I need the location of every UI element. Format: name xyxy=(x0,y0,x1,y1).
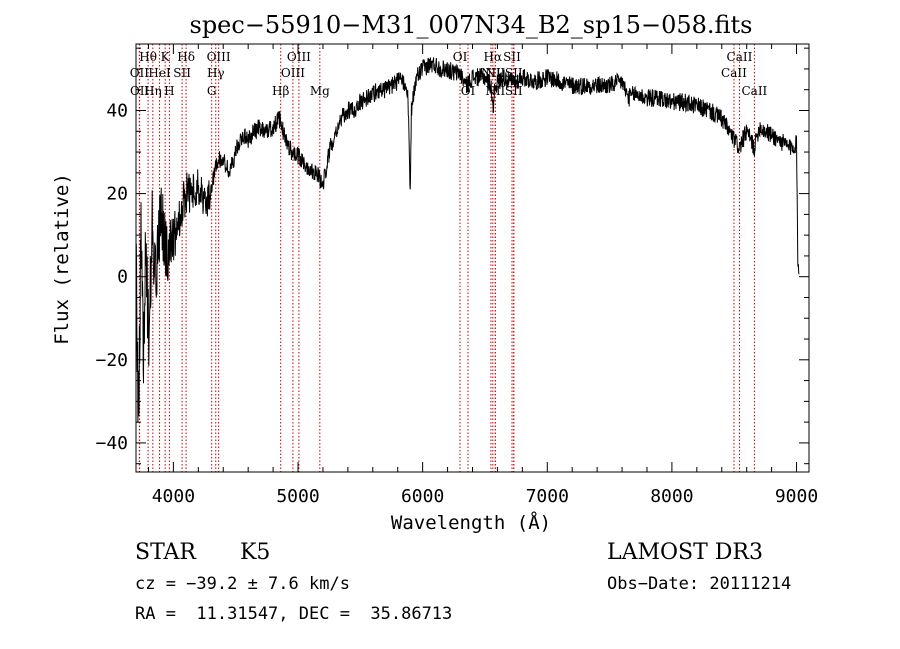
x-tick-label: 8000 xyxy=(650,486,693,507)
line-marker-label-6: Hα xyxy=(484,50,503,64)
line-marker-label-23: Mg xyxy=(310,84,330,98)
x-axis-label: Wavelength (Å) xyxy=(391,511,551,534)
line-marker-label-19: Hη xyxy=(144,84,162,98)
plot-frame xyxy=(135,43,810,473)
object-class: STAR xyxy=(135,540,196,565)
line-marker-label-11: SII xyxy=(173,66,191,80)
line-marker-label-5: OI xyxy=(453,50,468,64)
survey-name: LAMOST DR3 xyxy=(607,540,763,565)
x-tick-label: 7000 xyxy=(526,486,569,507)
redshift-value: cz = −39.2 ± 7.6 km/s xyxy=(135,574,350,594)
line-marker-label-0: Hθ xyxy=(139,50,157,64)
axis-tick-labels: 4000 5000 6000 7000 8000 9000 −40 −20 0 20 40 xyxy=(95,100,818,507)
x-tick-label: 5000 xyxy=(276,486,319,507)
line-marker-label-1: K xyxy=(161,50,171,64)
spectrum-series-line xyxy=(135,57,800,423)
line-marker-label-3: OIII xyxy=(207,50,231,64)
chart-title: spec−55910−M31_007N34_B2_sp15−058.fits xyxy=(190,11,753,39)
axis-ticks xyxy=(136,44,809,472)
line-marker-label-10: HeI xyxy=(148,66,171,80)
line-marker-label-22: Hβ xyxy=(272,84,289,98)
observation-date: Obs−Date: 20111214 xyxy=(607,574,792,594)
x-tick-label: 9000 xyxy=(775,486,818,507)
y-tick-label: 40 xyxy=(106,100,128,121)
line-marker-label-4: OIII xyxy=(287,50,311,64)
line-marker-label-12: Hγ xyxy=(207,66,225,80)
line-marker-label-7: SII xyxy=(503,50,521,64)
line-marker-label-8: CaII xyxy=(727,50,753,64)
object-subclass: K5 xyxy=(240,540,271,565)
y-axis-label: Flux (relative) xyxy=(51,173,73,345)
line-marker-label-20: H xyxy=(164,84,174,98)
line-marker-label-2: Hδ xyxy=(177,50,195,64)
line-marker-label-17: CaII xyxy=(721,66,747,80)
x-tick-label: 4000 xyxy=(152,486,195,507)
line-marker-label-9: OII xyxy=(130,66,150,80)
y-tick-label: −40 xyxy=(95,433,128,454)
line-marker-label-18: OII xyxy=(130,84,150,98)
spectral-line-markers xyxy=(138,44,755,472)
line-marker-label-13: OIII xyxy=(281,66,305,80)
x-tick-label: 6000 xyxy=(401,486,444,507)
y-tick-label: −20 xyxy=(95,350,128,371)
y-tick-label: 20 xyxy=(106,184,128,205)
line-marker-label-21: G xyxy=(207,84,217,98)
sky-coordinates: RA = 11.31547, DEC = 35.86713 xyxy=(135,604,453,624)
y-tick-label: 0 xyxy=(117,267,128,288)
line-marker-label-27: CaII xyxy=(741,84,767,98)
